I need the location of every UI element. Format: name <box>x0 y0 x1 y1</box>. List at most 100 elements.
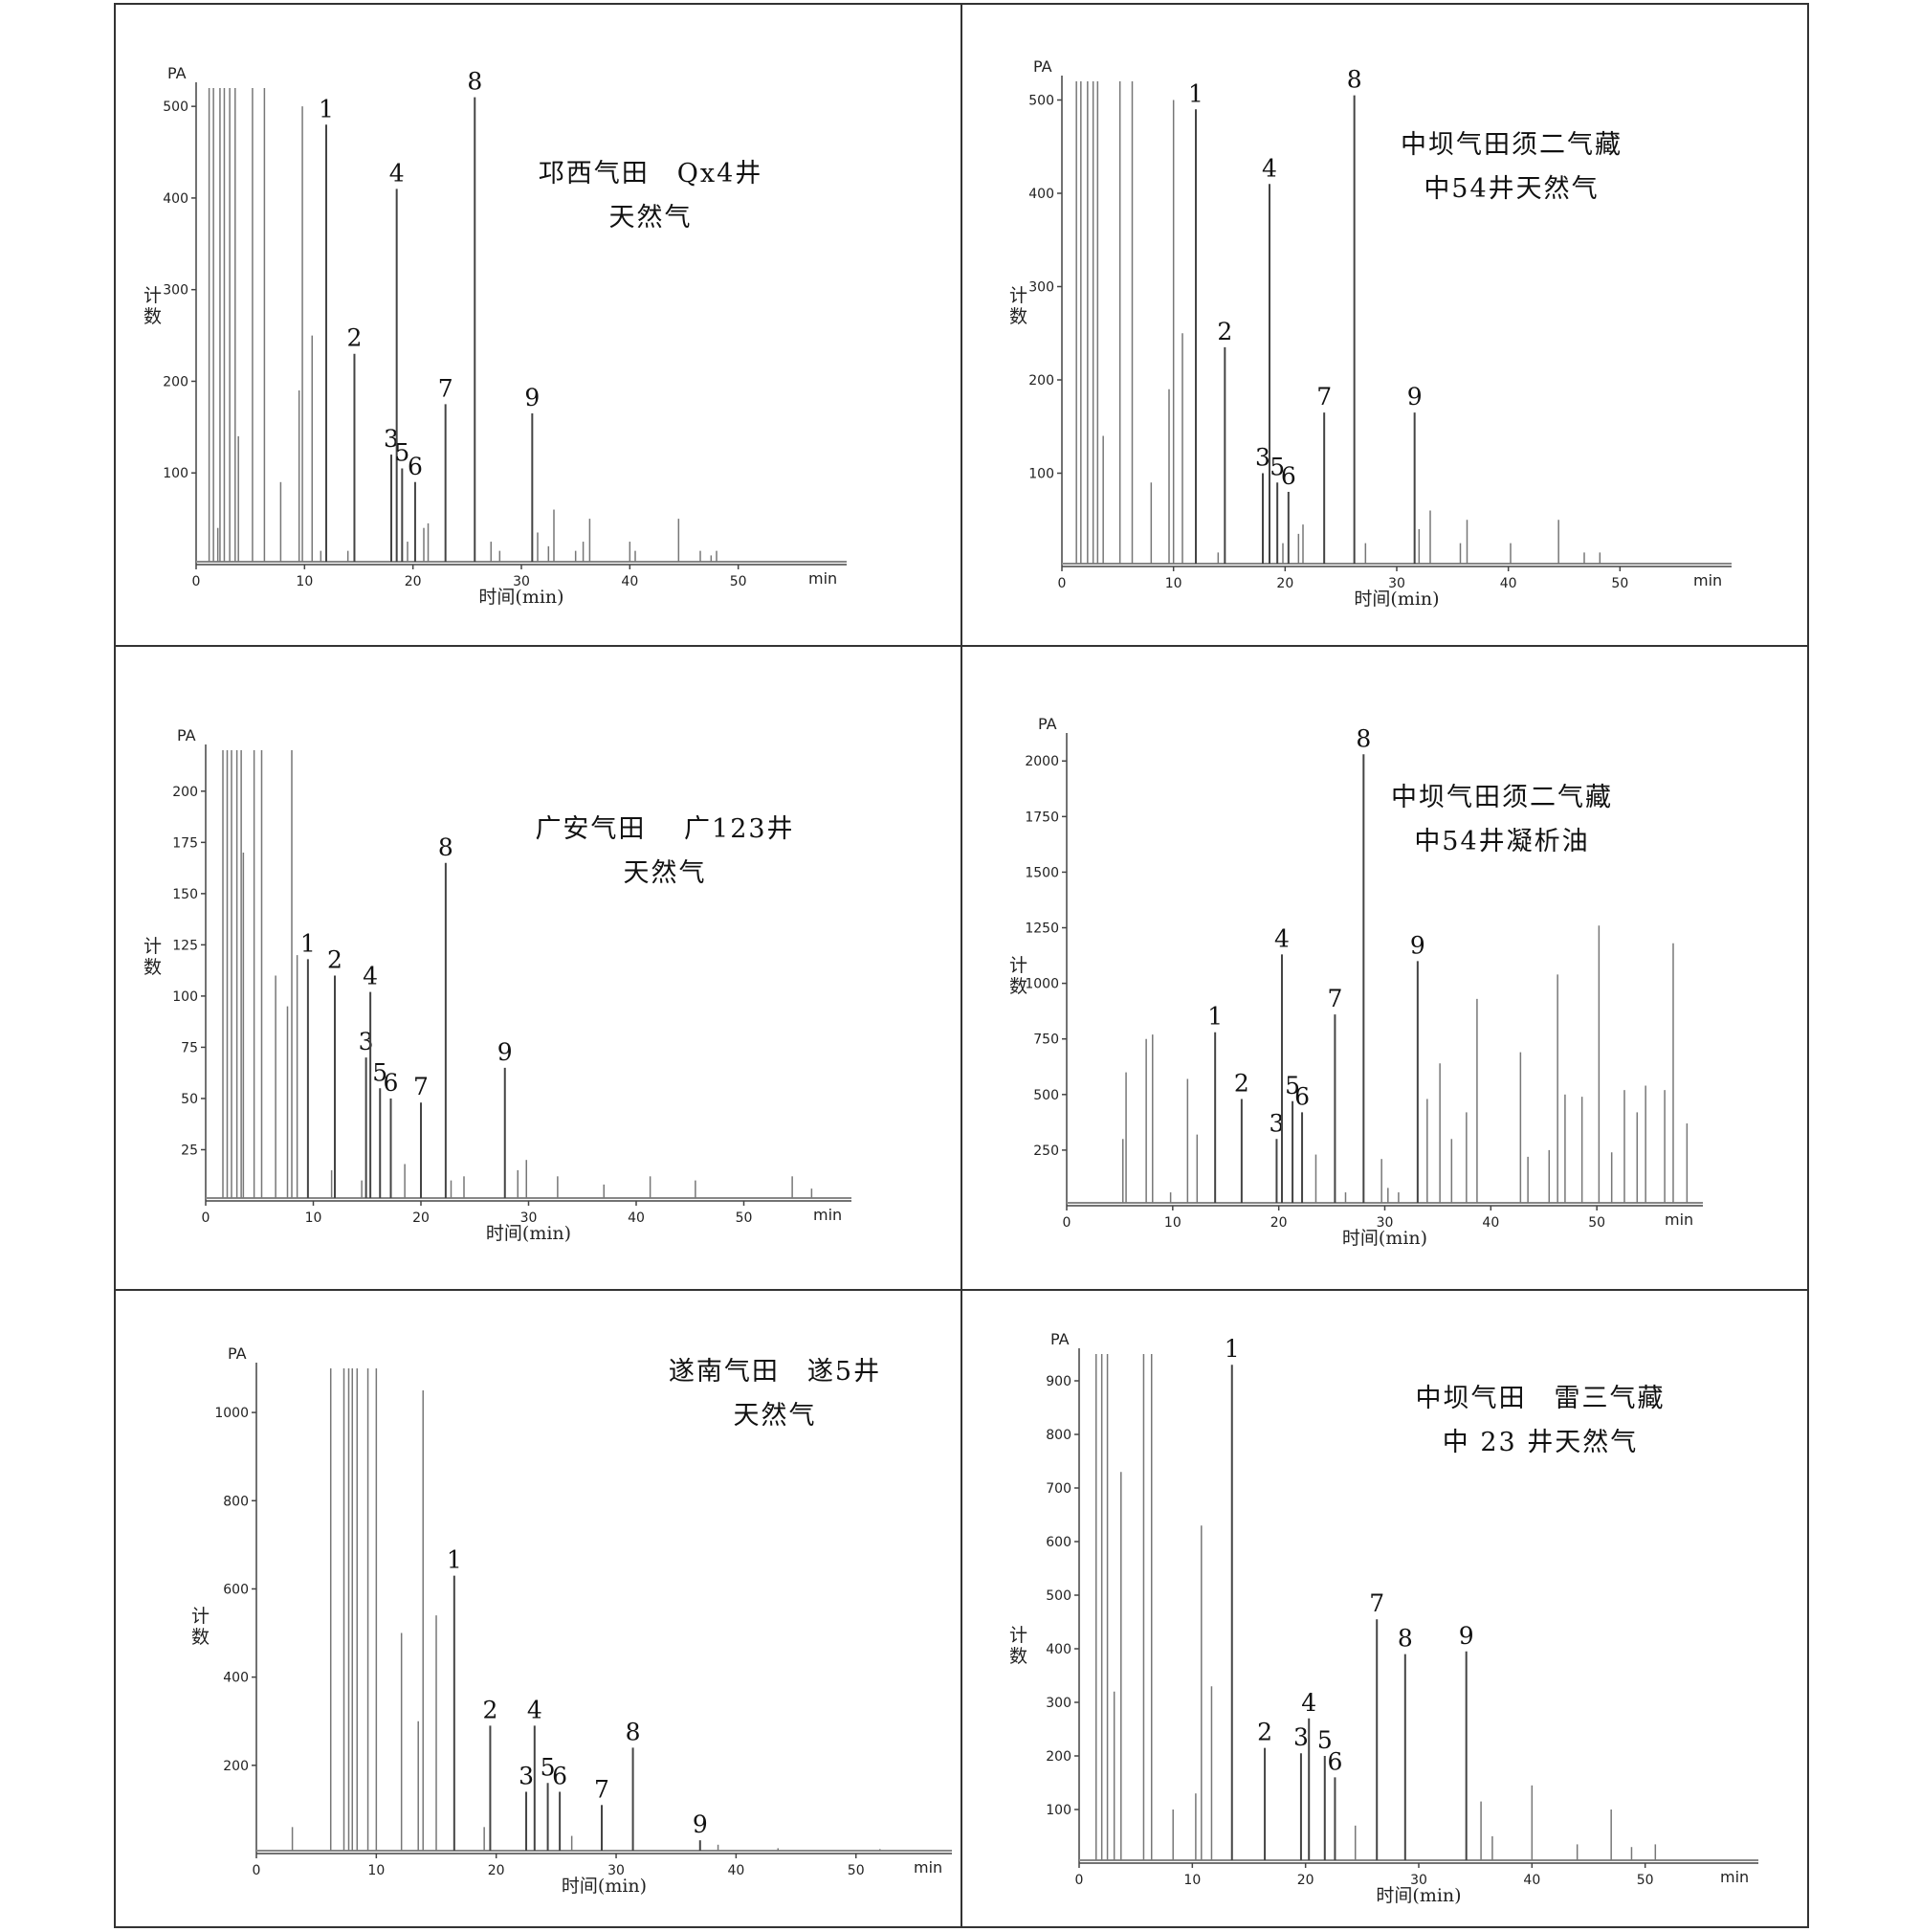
y-unit-label: PA <box>1033 57 1052 76</box>
x-tick-label: 50 <box>736 1210 753 1226</box>
y-tick-label: 1750 <box>1025 810 1059 825</box>
chromatogram-panel-2: PA min 100 200 300 400 500 0 10 20 30 40 50 时间(min) 计数… <box>1009 57 1732 610</box>
peak-label: 3 <box>519 1762 534 1789</box>
peak-label: 8 <box>438 833 453 861</box>
peak-label: 4 <box>1262 154 1277 182</box>
x-tick-label: 0 <box>1058 576 1067 591</box>
x-axis-title: 时间(min) <box>1342 1228 1427 1249</box>
peak-label: 7 <box>1369 1589 1384 1617</box>
y-axis-title: 计数 <box>144 285 162 327</box>
chromatogram-panel-5: PA min 200 400 600 800 1000 0 10 20 30 40 50 时间(min) 计… <box>191 1344 952 1897</box>
peak-label: 5 <box>1285 1072 1300 1099</box>
x-tick-label: 20 <box>405 574 422 589</box>
x-axis-title: 时间(min) <box>478 587 563 608</box>
y-axis-title: 计数 <box>1009 285 1027 327</box>
y-tick-label: 800 <box>223 1494 249 1509</box>
x-unit-label: min <box>808 569 837 588</box>
x-tick-label: 40 <box>628 1210 645 1226</box>
x-tick-label: 0 <box>253 1863 261 1878</box>
y-tick-label: 400 <box>163 191 188 207</box>
peak-label: 3 <box>1293 1723 1309 1751</box>
peak-label: 5 <box>1270 453 1285 480</box>
peak-label: 1 <box>300 929 316 957</box>
peak-label: 3 <box>359 1028 374 1055</box>
panel-annotation: 邛西气田 Qx4井 <box>539 159 763 189</box>
panel-annotation: 中54井凝析油 <box>1414 827 1589 856</box>
x-axis-title: 时间(min) <box>486 1223 571 1244</box>
peak-label: 9 <box>497 1038 513 1066</box>
peak-label: 6 <box>384 1069 399 1097</box>
y-tick-label: 100 <box>1028 467 1054 482</box>
x-unit-label: min <box>1720 1868 1749 1886</box>
y-unit-label: PA <box>1050 1330 1070 1348</box>
peak-label: 7 <box>1327 985 1342 1012</box>
y-tick-label: 200 <box>1028 373 1054 389</box>
panel-annotation: 中坝气田须二气藏 <box>1391 783 1613 812</box>
y-tick-label: 300 <box>163 283 188 299</box>
peak-label: 9 <box>693 1810 708 1838</box>
x-tick-label: 0 <box>192 574 201 589</box>
y-tick-label: 200 <box>172 785 198 800</box>
x-tick-label: 40 <box>1500 576 1517 591</box>
y-tick-label: 500 <box>163 100 188 115</box>
peak-label: 2 <box>1217 318 1232 345</box>
x-tick-label: 30 <box>1410 1873 1427 1888</box>
y-tick-label: 500 <box>1046 1588 1071 1604</box>
x-axis-title: 时间(min) <box>1354 588 1439 610</box>
x-tick-label: 20 <box>1270 1215 1288 1231</box>
peak-label: 1 <box>319 95 334 122</box>
panel-annotation: 遂南气田 遂5井 <box>669 1357 881 1387</box>
peak-label: 5 <box>541 1753 556 1781</box>
x-tick-label: 10 <box>1183 1873 1201 1888</box>
y-unit-label: PA <box>1038 715 1057 733</box>
peak-label: 2 <box>1234 1069 1249 1097</box>
peak-label: 3 <box>384 425 399 453</box>
peak-label: 6 <box>408 453 423 480</box>
peak-label: 1 <box>1225 1335 1240 1363</box>
peak-label: 9 <box>524 384 540 411</box>
x-axis-title: 时间(min) <box>1376 1885 1461 1906</box>
y-unit-label: PA <box>167 64 187 82</box>
x-tick-label: 10 <box>296 574 313 589</box>
x-tick-label: 10 <box>1165 576 1182 591</box>
peak-label: 1 <box>1207 1003 1223 1031</box>
x-unit-label: min <box>1693 571 1722 589</box>
peak-label: 8 <box>467 68 482 96</box>
peak-label: 5 <box>372 1058 387 1086</box>
y-tick-label: 100 <box>163 466 188 481</box>
y-tick-label: 100 <box>1046 1803 1071 1818</box>
x-tick-label: 0 <box>1075 1873 1084 1888</box>
peak-label: 1 <box>1188 79 1203 107</box>
peak-label: 1 <box>447 1546 462 1574</box>
peak-label: 7 <box>1316 383 1332 411</box>
panel-annotation: 广安气田 广123井 <box>535 814 794 844</box>
y-tick-label: 750 <box>1033 1033 1059 1048</box>
peak-label: 4 <box>527 1696 542 1723</box>
peak-label: 4 <box>1274 924 1290 952</box>
y-tick-label: 2000 <box>1025 754 1059 769</box>
y-tick-label: 125 <box>172 938 198 953</box>
y-axis-title: 计数 <box>1009 955 1027 997</box>
y-unit-label: PA <box>177 726 196 744</box>
y-tick-label: 800 <box>1046 1428 1071 1443</box>
panel-annotation: 中 23 井天然气 <box>1443 1428 1639 1457</box>
peak-label: 7 <box>594 1775 609 1803</box>
y-tick-label: 1000 <box>214 1406 249 1421</box>
panel-annotation: 天然气 <box>734 1401 817 1431</box>
panel-annotation: 中坝气田须二气藏 <box>1401 130 1623 160</box>
y-tick-label: 400 <box>1028 187 1054 202</box>
y-tick-label: 200 <box>163 374 188 389</box>
y-tick-label: 400 <box>1046 1642 1071 1657</box>
peak-label: 6 <box>552 1762 567 1789</box>
peak-label: 2 <box>327 946 342 974</box>
y-axis-title: 计数 <box>144 936 162 978</box>
x-tick-label: 10 <box>367 1863 385 1878</box>
y-tick-label: 600 <box>223 1582 249 1597</box>
y-tick-label: 50 <box>181 1092 198 1107</box>
peak-label: 6 <box>1294 1082 1310 1110</box>
peak-label: 9 <box>1407 383 1423 411</box>
peak-label: 8 <box>626 1718 641 1745</box>
